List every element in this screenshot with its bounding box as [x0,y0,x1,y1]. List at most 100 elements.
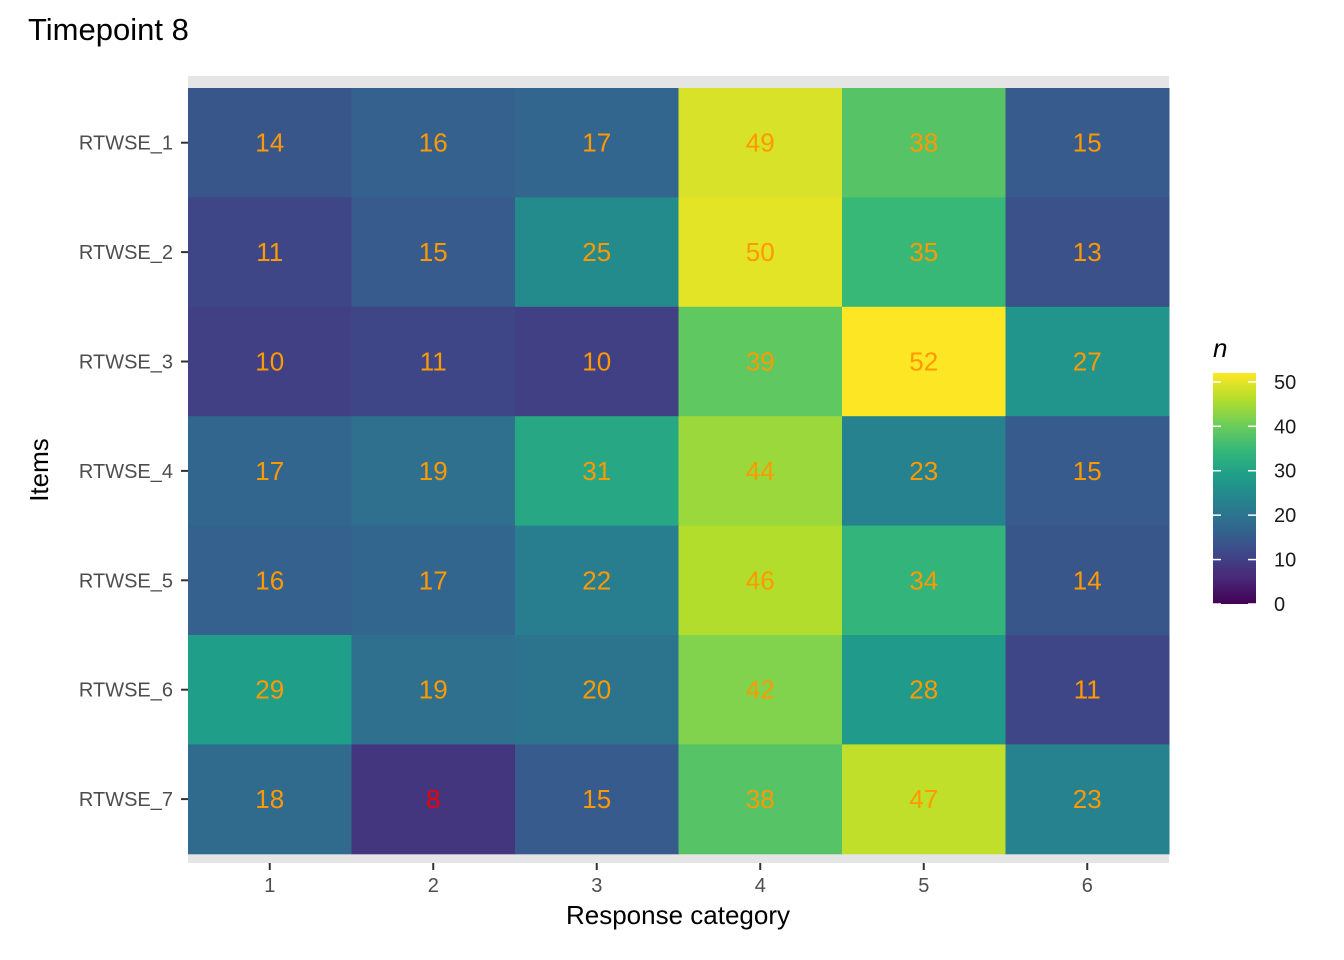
x-tick-label: 6 [1082,875,1093,897]
x-tick-label: 3 [591,875,602,897]
cell-value-label: 29 [255,675,284,705]
cell-value-label: 46 [746,565,775,595]
heatmap-cell [188,525,352,636]
cell-value-label: 16 [419,128,448,158]
heatmap-cell [515,635,679,745]
heatmap-cell [351,197,516,308]
x-tick-label: 5 [918,875,929,897]
legend-colorbar [1213,373,1256,604]
heatmap-cell [842,197,1006,308]
legend-tick-label: 10 [1274,550,1296,572]
cell-value-label: 38 [909,128,938,158]
heatmap-cell [678,525,843,636]
heatmap-cell [515,197,679,308]
cell-value-label: 28 [909,675,938,705]
y-tick-label: RTWSE_6 [79,680,173,702]
y-tick-label: RTWSE_2 [79,242,173,264]
y-tick-label: RTWSE_3 [79,352,173,374]
heatmap-cell [188,197,352,308]
cell-value-label: 34 [909,565,938,595]
cell-value-label: 15 [419,237,448,267]
cell-value-label: 11 [420,347,447,377]
cell-value-label: 39 [746,347,775,377]
y-tick-label: RTWSE_4 [79,461,173,483]
cell-value-label: 15 [582,784,611,814]
cell-value-label: 35 [909,237,938,267]
heatmap-cell [515,306,679,417]
cell-value-label: 17 [255,456,284,486]
cell-value-label: 31 [582,456,611,486]
cell-value-label: 19 [419,675,448,705]
cell-value-label: 10 [582,347,611,377]
legend-tick-label: 30 [1274,461,1296,483]
cell-value-label: 16 [255,565,284,595]
heatmap-cell [515,525,679,636]
legend-tick-label: 20 [1274,505,1296,527]
heatmap-cell [351,88,516,198]
heatmap-cell [1005,197,1170,308]
heatmap-cell [1005,416,1170,527]
y-tick-label: RTWSE_7 [79,789,173,811]
heatmap-cell [1005,635,1170,745]
cell-value-label: 13 [1073,237,1102,267]
y-axis: RTWSE_1 RTWSE_2 RTWSE_3 RTWSE_4 RTWSE_5 RTWSE… [79,133,188,811]
heatmap-cell [188,416,352,527]
heatmap-cell [351,635,516,745]
heatmap-cell [678,88,843,198]
x-tick-label: 4 [755,875,766,897]
heatmap-cell [351,416,516,527]
cell-value-label: 47 [909,784,938,814]
cell-value-label: 44 [746,456,775,486]
heatmap-cell [842,744,1006,855]
heatmap-cell [1005,88,1170,198]
cell-value-label: 14 [255,128,284,158]
heatmap-cell [678,197,843,308]
heatmap-cell [678,416,843,527]
heatmap-cell [842,306,1006,417]
cell-value-label: 23 [909,456,938,486]
heatmap-cell [842,88,1006,198]
cell-value-label: 15 [1073,456,1102,486]
cell-value-label: 38 [746,784,775,814]
cell-value-label: 17 [419,565,448,595]
cell-value-label: 11 [256,237,283,267]
cell-value-label: 50 [746,237,775,267]
heatmap-cell [515,744,679,855]
legend-tick-label: 40 [1274,416,1296,438]
heatmap-cell [842,525,1006,636]
cell-value-label: 25 [582,237,611,267]
cell-value-label: 20 [582,675,611,705]
heatmap-cell [188,635,352,745]
heatmap-cell [678,744,843,855]
color-legend: n 0 10 20 30 40 50 [1213,333,1296,616]
heatmap-cell [515,416,679,527]
cell-value-label: 27 [1073,347,1102,377]
cell-value-label: 8 [426,784,440,814]
cell-value-label: 10 [255,347,284,377]
cell-value-label: 14 [1073,565,1102,595]
legend-tick-label: 0 [1274,594,1285,616]
cell-value-label: 19 [419,456,448,486]
heatmap-cell [188,306,352,417]
heatmap-cell [1005,744,1170,855]
x-axis-title: Response category [566,900,790,930]
cell-value-label: 17 [582,128,611,158]
cell-value-label: 52 [909,347,938,377]
y-tick-label: RTWSE_1 [79,133,173,155]
heatmap-cell [515,88,679,198]
heatmap-cell [351,306,516,417]
y-tick-label: RTWSE_5 [79,570,173,592]
legend-title: n [1213,333,1227,363]
y-axis-title: Items [24,438,54,502]
cell-value-label: 18 [255,784,284,814]
heatmap-cell [188,88,352,198]
chart-title: Timepoint 8 [28,12,189,47]
heatmap-cell [1005,525,1170,636]
heatmap-cell [678,635,843,745]
cell-value-label: 11 [1074,675,1101,705]
cell-value-label: 15 [1073,128,1102,158]
heatmap-cell [351,744,516,855]
heatmap-cell [188,744,352,855]
legend-tick-label: 50 [1274,372,1296,394]
